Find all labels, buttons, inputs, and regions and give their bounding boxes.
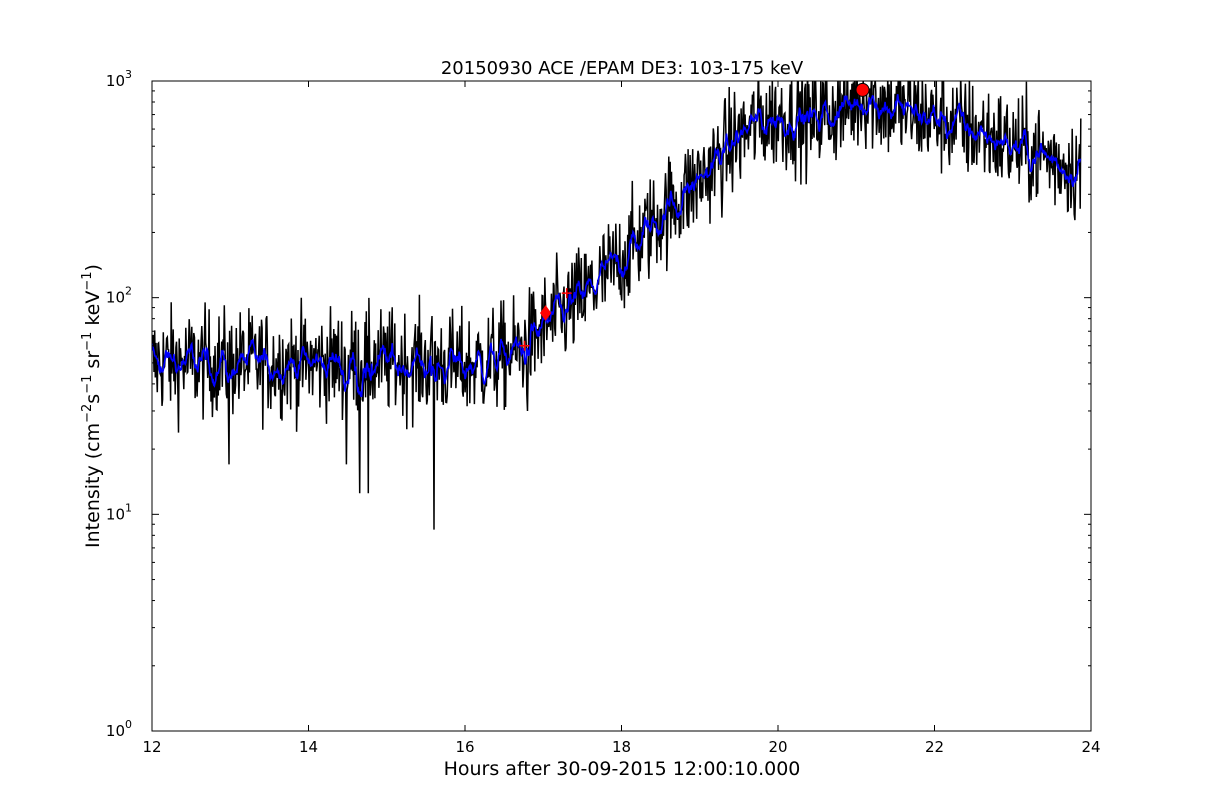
y-axis-label-mid1: s (82, 394, 104, 404)
y-axis-label: Intensity (cm−2s−1 sr−1 keV−1) (80, 264, 104, 548)
x-tick-label: 20 (768, 738, 787, 756)
x-tick-label: 14 (299, 738, 318, 756)
x-tick-label: 22 (925, 738, 944, 756)
marker-layer (519, 82, 870, 351)
y-axis-label-prefix: Intensity (cm (82, 423, 104, 548)
y-axis-label-exp3: −1 (80, 332, 95, 351)
x-axis-label: Hours after 30-09-2015 12:00:10.000 (444, 758, 801, 780)
x-tick-label: 12 (142, 738, 161, 756)
y-tick-label: 100 (106, 718, 132, 740)
y-axis-label-exp2: −1 (80, 375, 95, 394)
x-tick-label: 16 (455, 738, 474, 756)
y-tick-label: 102 (106, 285, 132, 307)
y-axis-label-mid3: keV (82, 291, 104, 332)
x-tick-label: 24 (1081, 738, 1100, 756)
peak-marker (855, 82, 870, 97)
y-tick-label: 103 (106, 68, 132, 90)
y-tick-label: 101 (106, 501, 132, 523)
onset-marker (539, 305, 552, 321)
onset-range-marker (519, 340, 530, 351)
y-axis-label-mid2: sr (82, 351, 104, 375)
y-axis-ticks: 100 101 102 103 (106, 68, 1091, 740)
series-layer (152, 81, 1082, 530)
y-axis-label-exp4: −1 (80, 271, 95, 290)
smoothed-intensity-series (152, 94, 1082, 398)
onset-range-marker (561, 288, 572, 299)
chart-title: 20150930 ACE /EPAM DE3: 103-175 keV (441, 58, 804, 79)
x-tick-label: 18 (612, 738, 631, 756)
y-axis-label-suffix: ) (82, 264, 104, 271)
y-axis-label-exp1: −2 (80, 404, 95, 423)
x-axis-ticks: 12 14 16 18 20 22 24 (142, 81, 1101, 756)
